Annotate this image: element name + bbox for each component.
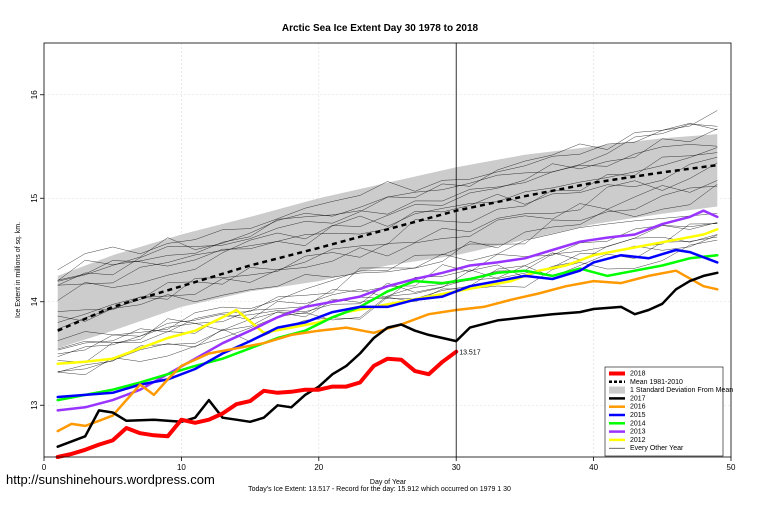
other-year-line [57,180,718,312]
mean-1981-2010-line [57,163,718,332]
legend-entry: 2013 [630,429,646,436]
series-line-2017 [56,271,719,448]
x-tick-label: 30 [452,463,461,472]
y-tick-label: 16 [30,90,39,99]
other-year-line [57,236,718,376]
other-year-line [57,110,718,271]
series-lines [55,43,719,459]
series-line-2012 [56,228,719,366]
series-line-2016 [56,269,719,433]
legend-entry: 1 Standard Deviation From Mean [630,387,733,394]
other-year-line [57,144,718,282]
other-year-line [57,212,718,330]
plot-frame [43,42,732,458]
series-line-2018 [55,349,459,459]
end-value-label: 13.517 [459,350,481,357]
legend-entry: 2012 [630,437,646,444]
other-year-line [57,162,718,323]
legend-entry: 2018 [630,371,646,378]
x-tick-label: 50 [727,463,736,472]
x-tick-label: 20 [314,463,323,472]
mean-line [57,163,718,332]
legend-entry: 2014 [630,420,646,427]
other-year-line [57,239,718,372]
other-year-line [57,222,718,363]
legend-entry: 2017 [630,395,646,402]
other-year-line [57,234,718,357]
other-year-line [57,152,718,322]
y-tick-label: 13 [30,400,39,409]
y-tick-label: 14 [30,297,39,306]
axis-ticks: 0 10 20 30 40 50 13 14 15 16 [30,90,736,472]
legend-entry: 2016 [630,404,646,411]
plot-border [43,42,732,458]
legend-swatch [609,386,625,394]
footer-note: Today's Ice Extent: 13.517 - Record for … [248,486,511,493]
other-year-line [57,183,718,351]
series-line-2014 [56,253,719,402]
other-year-line [57,128,718,301]
y-tick-label: 15 [30,193,39,202]
other-year-line [57,147,718,286]
y-axis-label: Ice Extent in millions of sq. km. [15,222,22,318]
x-tick-label: 0 [42,463,47,472]
series-line-2015 [56,248,719,399]
other-years [57,110,718,376]
other-year-line [57,185,718,355]
legend-entry: 2015 [630,412,646,419]
x-tick-label: 10 [177,463,186,472]
x-axis-label: Day of Year [370,479,407,486]
x-tick-label: 40 [589,463,598,472]
chart-title: Arctic Sea Ice Extent Day 30 1978 to 201… [282,23,479,34]
legend-entry: Mean 1981-2010 [630,379,683,386]
watermark: http://sunshinehours.wordpress.com [6,472,215,487]
legend-entry: Every Other Year [630,445,684,452]
other-year-line [57,123,718,282]
